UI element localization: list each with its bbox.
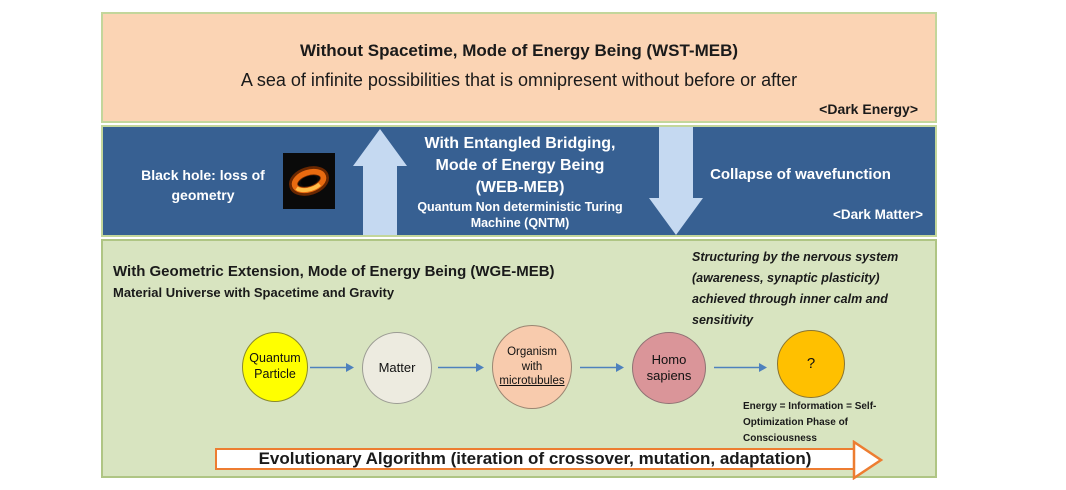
wge-meb-band: With Geometric Extension, Mode of Energy… — [101, 239, 937, 480]
dark-energy-label: <Dark Energy> — [819, 101, 918, 117]
collapse-of-wavefunction-label: Collapse of wavefunction — [710, 166, 891, 183]
stage-label-line: ? — [806, 354, 816, 372]
wge-meb-subtitle: Material Universe with Spacetime and Gra… — [113, 285, 395, 300]
up-block-arrow — [353, 129, 407, 235]
wge-meb-title: With Geometric Extension, Mode of Energy… — [113, 263, 555, 280]
down-block-arrow — [649, 127, 703, 235]
stage-matter: Matter — [362, 332, 432, 404]
stage-organism-with-microtubules: Organism with microtubules — [492, 325, 572, 409]
qntm-subtitle: Quantum Non deterministic Turing Machine… — [417, 200, 623, 230]
wst-meb-title: Without Spacetime, Mode of Energy Being … — [299, 41, 739, 60]
black-hole-label: Black hole: loss of geometry — [141, 167, 265, 203]
stage-label-line: Quantum — [249, 351, 301, 366]
web-meb-band: Black hole: loss of geometry With Entang… — [101, 125, 937, 237]
banner-label: Evolutionary Algorithm (iteration of cro… — [258, 449, 812, 468]
stage-question-mark: ? — [777, 330, 845, 398]
stage-label-line: with — [521, 360, 543, 373]
nervous-system-note: Structuring by the nervous system (aware… — [692, 250, 899, 327]
stage-quantum-particle: Quantum Particle — [242, 332, 308, 402]
flow-arrows — [310, 363, 767, 372]
stage-label-line: Matter — [378, 359, 416, 375]
web-meb-title: With Entangled Bridging, Mode of Energy … — [424, 135, 616, 196]
wst-meb-band: Without Spacetime, Mode of Energy Being … — [101, 12, 937, 123]
black-hole-image — [283, 153, 335, 209]
stage-label-line: microtubules — [499, 375, 565, 388]
stage-homo-sapiens: Homo sapiens — [632, 332, 706, 404]
stage-label-line: Homo — [651, 351, 687, 367]
bridging-arrows — [353, 127, 703, 235]
stage-label-line: Particle — [254, 367, 296, 381]
banner-arrowhead — [852, 440, 884, 480]
stage-label-line: sapiens — [646, 368, 692, 383]
dark-matter-label: <Dark Matter> — [832, 207, 923, 222]
energy-information-note: Energy = Information = Self- Optimizatio… — [743, 401, 877, 444]
wst-meb-subtitle: A sea of infinite possibilities that is … — [240, 70, 798, 90]
stage-label-line: Organism — [507, 346, 557, 359]
evolutionary-algorithm-banner: Evolutionary Algorithm (iteration of cro… — [215, 448, 855, 470]
